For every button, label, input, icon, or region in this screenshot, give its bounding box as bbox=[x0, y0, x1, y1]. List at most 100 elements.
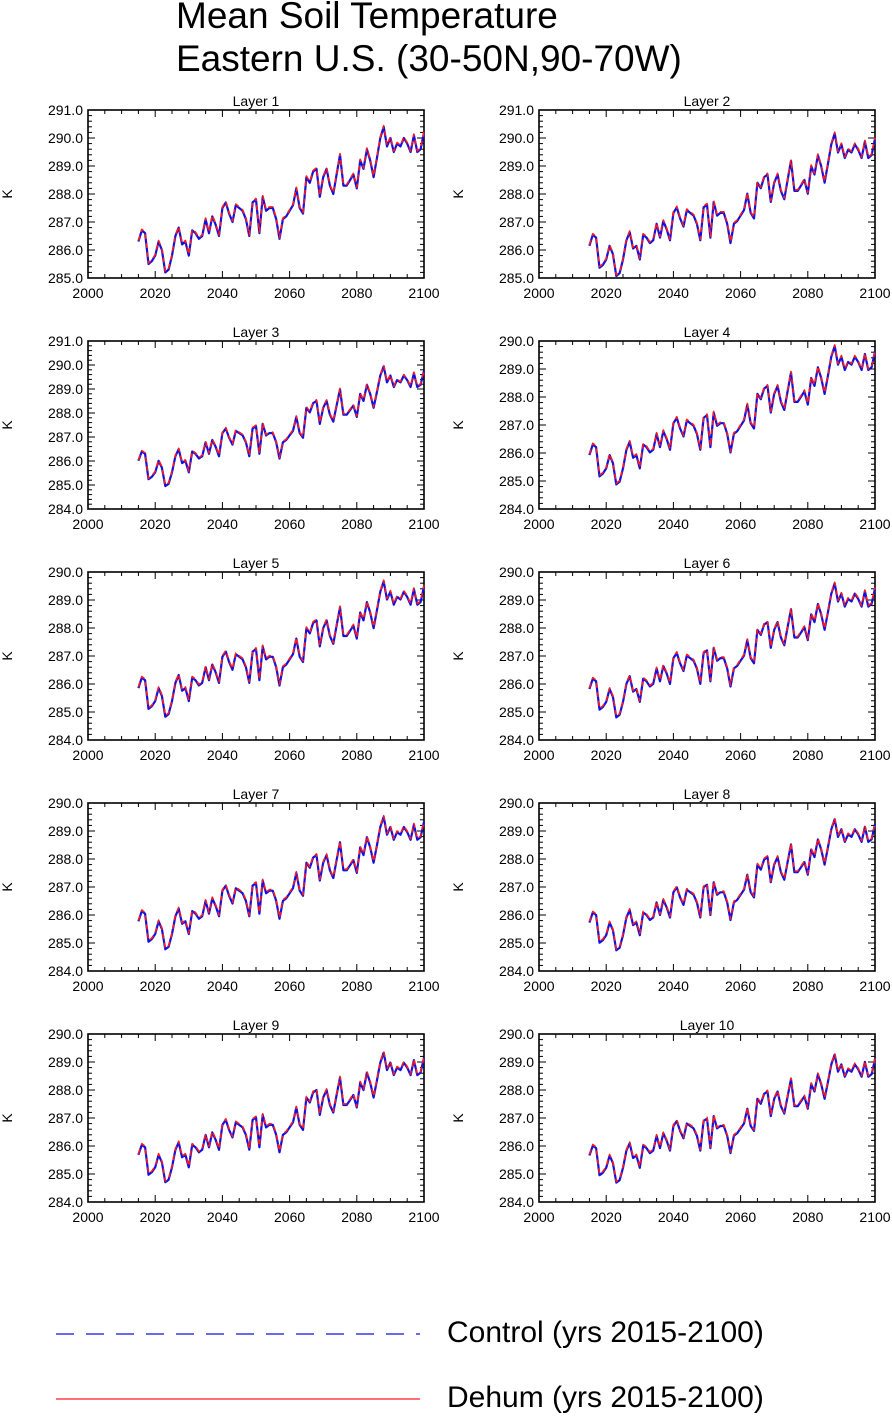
layer9-xtick-label: 2000 bbox=[72, 1209, 103, 1225]
layer3-ytick-label: 291.0 bbox=[48, 333, 83, 349]
layer7-xtick-label: 2040 bbox=[207, 978, 238, 994]
layer6-series-dehum bbox=[588, 581, 876, 718]
layer8-ytick-label: 288.0 bbox=[499, 851, 534, 867]
layer9-xtick-label: 2080 bbox=[341, 1209, 372, 1225]
layer5-ytick-label: 290.0 bbox=[48, 564, 83, 580]
layer4-ytick-label: 286.0 bbox=[499, 445, 534, 461]
layer9-ytick-label: 289.0 bbox=[48, 1054, 83, 1070]
layer7-xtick-label: 2020 bbox=[140, 978, 171, 994]
layer5-ytick-label: 289.0 bbox=[48, 592, 83, 608]
layer6-ytick-label: 288.0 bbox=[499, 620, 534, 636]
layer2-title: Layer 2 bbox=[684, 93, 731, 109]
layer2-series-dehum bbox=[588, 131, 876, 276]
layer8-xtick-label: 2080 bbox=[792, 978, 823, 994]
layer5-xtick-label: 2040 bbox=[207, 747, 238, 763]
layer10-ytick-label: 286.0 bbox=[499, 1138, 534, 1154]
layer1-series-dehum bbox=[137, 124, 425, 273]
layer1-xtick-label: 2000 bbox=[72, 285, 103, 301]
layer6-title: Layer 6 bbox=[684, 555, 731, 571]
layer4-title: Layer 4 bbox=[684, 324, 731, 340]
layer7-xtick-label: 2100 bbox=[408, 978, 439, 994]
layer6-xtick-label: 2060 bbox=[725, 747, 756, 763]
layer10-xtick-label: 2040 bbox=[658, 1209, 689, 1225]
layer9-series-control bbox=[137, 1051, 426, 1184]
layer1-ytick-label: 288.0 bbox=[48, 186, 83, 202]
layer6-xtick-label: 2100 bbox=[859, 747, 890, 763]
layer5-ylabel: K bbox=[0, 651, 15, 661]
layer3-ylabel: K bbox=[0, 420, 15, 430]
layer5-xtick-label: 2100 bbox=[408, 747, 439, 763]
layer4-xtick-label: 2080 bbox=[792, 516, 823, 532]
layer5-xtick-label: 2000 bbox=[72, 747, 103, 763]
layer9-ytick-label: 285.0 bbox=[48, 1166, 83, 1182]
layer9-xtick-label: 2040 bbox=[207, 1209, 238, 1225]
layer10-ytick-label: 289.0 bbox=[499, 1054, 534, 1070]
layer2-xtick-label: 2040 bbox=[658, 285, 689, 301]
layer10-title: Layer 10 bbox=[680, 1017, 735, 1033]
layer1-title: Layer 1 bbox=[233, 93, 280, 109]
layer1-xtick-label: 2060 bbox=[274, 285, 305, 301]
layer8-ytick-label: 284.0 bbox=[499, 963, 534, 979]
layer3-xtick-label: 2100 bbox=[408, 516, 439, 532]
layer10-xtick-label: 2000 bbox=[523, 1209, 554, 1225]
layer3-ytick-label: 286.0 bbox=[48, 453, 83, 469]
layer7-ytick-label: 286.0 bbox=[48, 907, 83, 923]
legend-dehum-label: Dehum (yrs 2015-2100) bbox=[447, 1381, 764, 1414]
layer7-ytick-label: 288.0 bbox=[48, 851, 83, 867]
layer10-series-control bbox=[588, 1053, 877, 1184]
layer5-title: Layer 5 bbox=[233, 555, 280, 571]
layer8-xtick-label: 2000 bbox=[523, 978, 554, 994]
layer6-xtick-label: 2080 bbox=[792, 747, 823, 763]
layer1-plot-frame bbox=[87, 109, 425, 279]
layer6-ytick-label: 285.0 bbox=[499, 704, 534, 720]
layer8-ytick-label: 289.0 bbox=[499, 823, 534, 839]
layer10-xtick-label: 2080 bbox=[792, 1209, 823, 1225]
layer2-ytick-label: 285.0 bbox=[499, 270, 534, 286]
layer4-xtick-label: 2020 bbox=[591, 516, 622, 532]
layer7-ytick-label: 290.0 bbox=[48, 795, 83, 811]
layer1-xtick-label: 2040 bbox=[207, 285, 238, 301]
layer5-xtick-label: 2020 bbox=[140, 747, 171, 763]
layer5-xtick-label: 2060 bbox=[274, 747, 305, 763]
layer4-xtick-label: 2100 bbox=[859, 516, 890, 532]
layer2-plot-frame bbox=[538, 109, 876, 279]
layer10-ytick-label: 287.0 bbox=[499, 1110, 534, 1126]
layer2-series-control bbox=[588, 132, 877, 278]
chart-title-line1: Mean Soil Temperature bbox=[176, 0, 558, 36]
layer3-title: Layer 3 bbox=[233, 324, 280, 340]
layer2-ytick-label: 290.0 bbox=[499, 130, 534, 146]
layer2-ytick-label: 289.0 bbox=[499, 158, 534, 174]
layer3-xtick-label: 2000 bbox=[72, 516, 103, 532]
layer3-ytick-label: 290.0 bbox=[48, 357, 83, 373]
layer1-ytick-label: 285.0 bbox=[48, 270, 83, 286]
layer6-xtick-label: 2040 bbox=[658, 747, 689, 763]
layer8-ytick-label: 290.0 bbox=[499, 795, 534, 811]
layer7-ytick-label: 284.0 bbox=[48, 963, 83, 979]
layer3-series-control bbox=[137, 365, 426, 488]
layer1-ytick-label: 289.0 bbox=[48, 158, 83, 174]
layer7-series-dehum bbox=[137, 814, 425, 950]
layer4-series-dehum bbox=[588, 344, 876, 485]
layer4-ytick-label: 285.0 bbox=[499, 473, 534, 489]
layer5-ytick-label: 288.0 bbox=[48, 620, 83, 636]
layer8-ytick-label: 285.0 bbox=[499, 935, 534, 951]
layer9-ytick-label: 284.0 bbox=[48, 1194, 83, 1210]
layer10-ytick-label: 285.0 bbox=[499, 1166, 534, 1182]
layer7-xtick-label: 2060 bbox=[274, 978, 305, 994]
layer9-ytick-label: 288.0 bbox=[48, 1082, 83, 1098]
layer4-series-control bbox=[588, 344, 877, 486]
layer4-ytick-label: 284.0 bbox=[499, 501, 534, 517]
layer6-series-control bbox=[588, 582, 877, 719]
layer6-xtick-label: 2000 bbox=[523, 747, 554, 763]
layer10-series-dehum bbox=[588, 1052, 876, 1183]
layer10-ytick-label: 290.0 bbox=[499, 1026, 534, 1042]
layer2-ytick-label: 291.0 bbox=[499, 102, 534, 118]
layer4-ytick-label: 287.0 bbox=[499, 417, 534, 433]
layer2-ytick-label: 288.0 bbox=[499, 186, 534, 202]
layer5-ytick-label: 286.0 bbox=[48, 676, 83, 692]
layer6-ylabel: K bbox=[450, 651, 466, 661]
layer10-xtick-label: 2060 bbox=[725, 1209, 756, 1225]
layer6-ytick-label: 289.0 bbox=[499, 592, 534, 608]
layer9-ytick-label: 290.0 bbox=[48, 1026, 83, 1042]
